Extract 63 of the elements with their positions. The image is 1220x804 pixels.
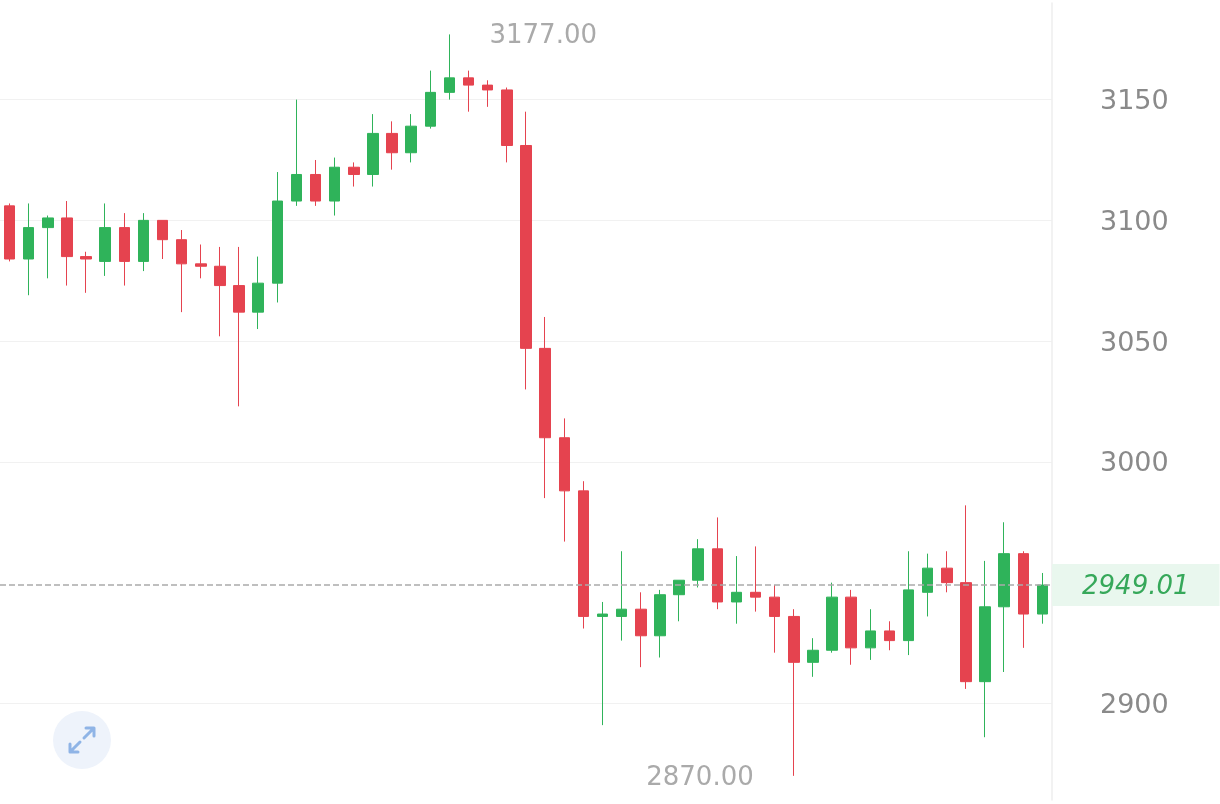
candlestick <box>386 120 398 171</box>
candlestick <box>807 637 819 678</box>
candlestick <box>1018 550 1029 649</box>
candlestick <box>884 620 895 651</box>
candlestick <box>788 608 800 777</box>
candlestick <box>463 70 474 113</box>
candlestick <box>425 70 436 130</box>
candlestick <box>214 246 226 337</box>
candlestick <box>597 601 608 726</box>
candlestick <box>712 516 723 610</box>
candlestick <box>922 553 933 617</box>
candlestick <box>731 555 742 625</box>
candlestick <box>635 591 647 668</box>
candlestick <box>501 87 513 163</box>
candlestick <box>367 113 379 188</box>
candlestick <box>61 200 73 287</box>
candlestick <box>233 246 245 407</box>
candlestick <box>348 161 360 188</box>
y-tick-label: 3050 <box>1100 325 1169 357</box>
candlestick <box>673 579 685 622</box>
candlestick <box>998 521 1010 673</box>
ref-line-label: 2949.01 <box>1082 570 1190 601</box>
candlestick <box>42 215 54 279</box>
candlestick <box>291 99 302 207</box>
candlestick <box>960 504 972 690</box>
candlestick <box>23 202 34 296</box>
candlestick <box>539 316 551 499</box>
candlestick <box>903 550 914 656</box>
annotation: 3177.00 <box>489 19 598 50</box>
candlestick <box>769 584 780 654</box>
candlestick <box>310 159 321 207</box>
annotation: 2870.00 <box>646 760 754 791</box>
candlestick <box>329 157 340 217</box>
candlestick <box>520 111 532 390</box>
candlestick <box>482 79 493 108</box>
candlestick <box>1037 572 1048 625</box>
y-tick-label: 2900 <box>1100 687 1169 719</box>
candlestick <box>405 113 417 163</box>
candlestick <box>750 545 761 613</box>
candlestick <box>692 538 704 588</box>
candlestick <box>195 244 207 279</box>
candlestick <box>272 171 283 303</box>
y-tick-label: 3150 <box>1100 84 1169 116</box>
candlestick <box>252 256 264 330</box>
candlestick <box>616 550 627 642</box>
candlestick <box>826 582 838 654</box>
candlestick <box>4 202 15 262</box>
candlestick <box>559 417 570 543</box>
candlestick <box>979 560 991 738</box>
candlestick <box>654 589 666 659</box>
candlestick <box>578 480 589 630</box>
candlestick <box>845 589 857 666</box>
candlestick <box>941 550 953 593</box>
candlestick <box>157 219 168 260</box>
candlestick <box>138 212 149 272</box>
candlestick <box>99 202 111 277</box>
candlestick <box>176 229 187 313</box>
candlestick <box>80 251 92 294</box>
y-tick-label: 3000 <box>1100 446 1169 478</box>
candlestick <box>119 212 130 287</box>
y-tick-label: 3100 <box>1100 204 1169 236</box>
candlestick <box>444 33 455 101</box>
candlestick <box>865 608 876 661</box>
